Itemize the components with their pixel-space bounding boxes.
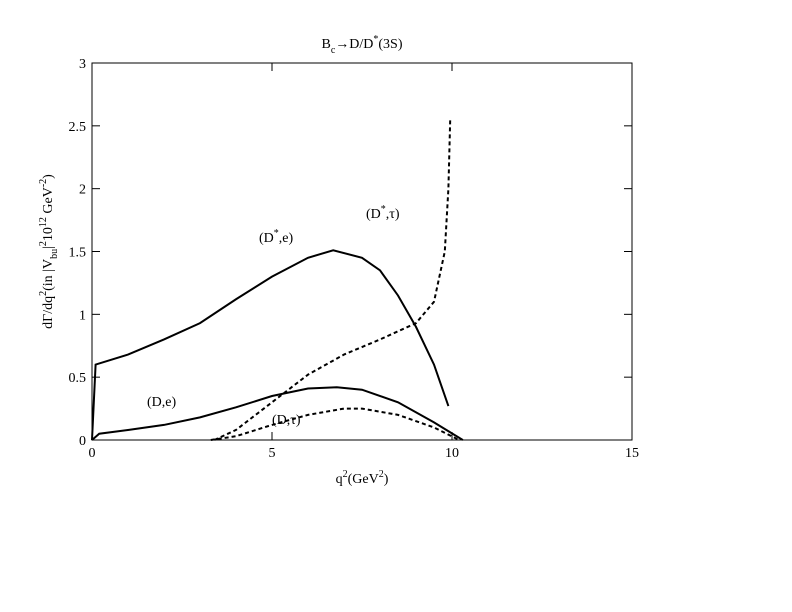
text-part: (D [259,231,274,246]
y-tick-label: 0 [79,434,86,449]
text-part: B [321,37,330,52]
text-part: bu [49,249,60,259]
text-part: ) [384,472,389,487]
y-tick-label: 0.5 [69,371,87,386]
text-part: (D,τ) [272,413,301,428]
text-part: GeV [41,187,56,217]
curve-annotation: (D,τ) [272,413,301,428]
text-part: ,τ) [386,207,400,222]
curve-annotation: (D,e) [147,395,176,410]
text-part: 12 [38,217,49,227]
text-part: q [336,472,343,487]
x-tick-label: 10 [445,446,459,461]
text-part: (D [366,207,381,222]
y-tick-label: 1.5 [69,246,87,261]
text-part: (D,e) [147,395,176,410]
curve [91,249,450,441]
text-part: dΓ/dq [41,296,56,329]
text-part: * [381,204,386,215]
text-part: (in |V [41,259,56,291]
y-tick-label: 2 [79,183,86,198]
text-part: 2 [38,291,49,296]
text-part: (3S) [378,37,402,52]
y-axis-label: dΓ/dq2(in |Vbu|21012 GeV-2) [38,174,60,329]
curve [91,386,464,441]
text-part: ) [41,174,56,179]
text-part: 2 [343,469,348,480]
text-part: 2 [38,241,49,246]
text-part: c [331,45,336,56]
curve-annotation: (D*,e) [259,228,293,246]
x-tick-label: 15 [625,446,639,461]
y-tick-label: 3 [79,57,86,72]
text-part: (GeV [348,472,379,487]
curve [210,407,460,441]
text-part: 2 [379,469,384,480]
text-part: * [274,228,279,239]
x-axis-label: q2(GeV2) [336,469,389,487]
x-tick-label: 5 [269,446,276,461]
y-tick-label: 1 [79,308,86,323]
text-part: →D/D [335,37,373,52]
x-tick-label: 0 [89,446,96,461]
text-part: 10 [41,227,56,241]
curve-annotation: (D*,τ) [366,204,400,222]
chart-title: Bc→D/D*(3S) [321,34,402,56]
text-part: | [41,246,56,249]
y-tick-label: 2.5 [69,120,87,135]
text-part: ,e) [279,231,294,246]
text-part: -2 [38,179,49,187]
text-part: * [373,34,378,45]
